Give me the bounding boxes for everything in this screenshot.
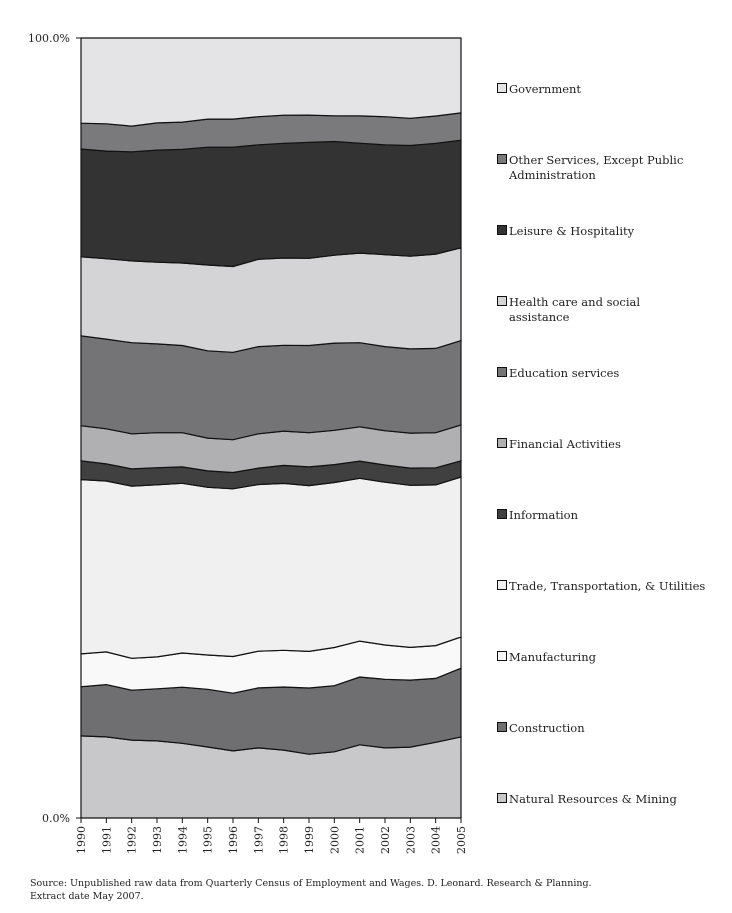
legend-label: Other Services, Except Public bbox=[509, 153, 683, 167]
legend-swatch bbox=[497, 722, 507, 732]
plot-frame bbox=[80, 37, 462, 819]
legend-label: Leisure & Hospitality bbox=[509, 224, 635, 238]
x-tick-label: 2002 bbox=[379, 826, 392, 854]
area-health-care-and-social-assistance bbox=[80, 247, 462, 353]
legend-label: Health care and social bbox=[509, 295, 640, 309]
legend-label: Trade, Transportation, & Utilities bbox=[509, 579, 705, 593]
legend-label: Administration bbox=[508, 168, 596, 182]
x-tick-label: 1994 bbox=[176, 826, 189, 854]
legend-swatch bbox=[497, 651, 507, 661]
source-line-1: Source: Unpublished raw data from Quarte… bbox=[30, 878, 592, 889]
x-tick-label: 2003 bbox=[404, 826, 417, 854]
x-tick-label: 1991 bbox=[100, 826, 113, 854]
x-tick-label: 1996 bbox=[227, 826, 240, 854]
legend-swatch bbox=[497, 438, 507, 448]
x-tick-label: 1995 bbox=[202, 826, 215, 854]
x-tick-label: 2004 bbox=[430, 826, 443, 854]
legend-swatch bbox=[497, 367, 507, 377]
legend-label: Information bbox=[509, 508, 579, 522]
source-line-2: Extract date May 2007. bbox=[30, 891, 144, 902]
legend-label: Government bbox=[509, 82, 581, 96]
y-tick-label: 100.0% bbox=[28, 32, 70, 45]
y-tick-label: 0.0% bbox=[42, 812, 70, 825]
legend-swatch bbox=[497, 580, 507, 590]
legend-label: Construction bbox=[509, 721, 585, 735]
legend-swatch bbox=[497, 83, 507, 93]
area-leisure-hospitality bbox=[80, 139, 462, 268]
area-government bbox=[80, 37, 462, 127]
legend-swatch bbox=[497, 225, 507, 235]
legend-label: assistance bbox=[509, 310, 570, 324]
x-tick-label: 1999 bbox=[303, 826, 316, 854]
legend-swatch bbox=[497, 793, 507, 803]
legend-label: Education services bbox=[509, 366, 619, 380]
legend-swatch bbox=[497, 296, 507, 306]
x-tick-label: 1993 bbox=[151, 826, 164, 854]
area-education-services bbox=[80, 335, 462, 441]
legend-label: Financial Activities bbox=[509, 437, 621, 451]
x-tick-label: 1992 bbox=[126, 826, 139, 854]
legend-label: Natural Resources & Mining bbox=[509, 792, 677, 806]
x-tick-label: 1997 bbox=[252, 826, 265, 854]
x-tick-label: 1998 bbox=[278, 826, 291, 854]
x-tick-label: 2005 bbox=[455, 826, 468, 854]
x-tick-label: 2000 bbox=[328, 826, 341, 854]
x-tick-label: 1990 bbox=[75, 826, 88, 854]
source-note: Source: Unpublished raw data from Quarte… bbox=[30, 877, 592, 903]
x-tick-label: 2001 bbox=[354, 826, 367, 854]
area-trade-transportation-utilities bbox=[80, 476, 462, 659]
legend-swatch bbox=[497, 509, 507, 519]
legend-label: Manufacturing bbox=[509, 650, 597, 664]
legend-swatch bbox=[497, 154, 507, 164]
